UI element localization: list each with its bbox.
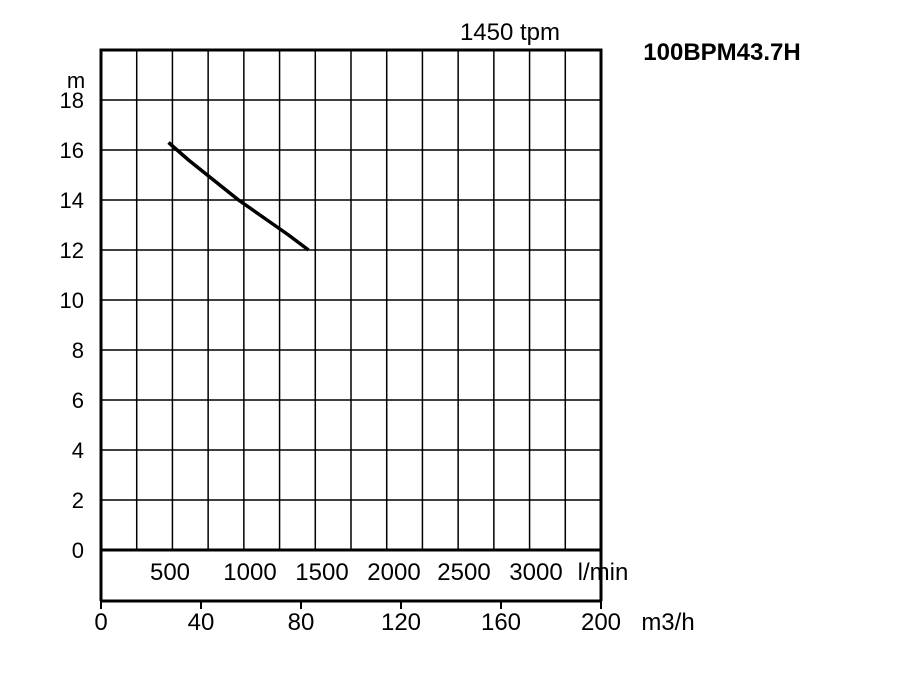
chart-frame [99, 48, 603, 609]
y-tick-label: 0 [72, 538, 84, 563]
x-axis-label: m3/h [641, 609, 694, 636]
x-tick-label: 40 [188, 609, 215, 636]
chart-subtitle: 1450 tpm [460, 19, 560, 46]
performance-curve [167, 141, 310, 252]
series-line [167, 141, 310, 252]
y-tick-label: 18 [60, 88, 84, 113]
y-axis-label: m [67, 68, 85, 93]
y-tick-label: 16 [60, 138, 84, 163]
secondary-x-tick-label: 2000 [367, 559, 420, 586]
secondary-x-tick-label: 3000 [509, 559, 562, 586]
tick-labels: 0 2 4 6 8 10 12 14 16 18 0 40 80 120 160 200 500 1000 1500… [60, 88, 622, 636]
x-tick-label: 80 [288, 609, 315, 636]
secondary-x-tick-label: 2500 [437, 559, 490, 586]
y-tick-label: 12 [60, 238, 84, 263]
x-tick-label: 0 [94, 609, 107, 636]
y-tick-label: 10 [60, 288, 84, 313]
secondary-x-tick-label: 1000 [223, 559, 276, 586]
secondary-x-tick-label: 1500 [295, 559, 348, 586]
secondary-x-axis-label: l/min [578, 559, 629, 586]
y-tick-label: 6 [72, 388, 84, 413]
plot-border [99, 48, 603, 552]
x-tick-label: 200 [581, 609, 621, 636]
y-tick-label: 2 [72, 488, 84, 513]
x-tick-label: 120 [381, 609, 421, 636]
grid-lines [101, 50, 601, 550]
y-tick-label: 14 [60, 188, 84, 213]
chart-title: 100BPM43.7H [643, 39, 800, 66]
x-tick-label: 160 [481, 609, 521, 636]
y-tick-label: 4 [72, 438, 84, 463]
y-tick-label: 8 [72, 338, 84, 363]
secondary-x-tick-label: 500 [150, 559, 190, 586]
